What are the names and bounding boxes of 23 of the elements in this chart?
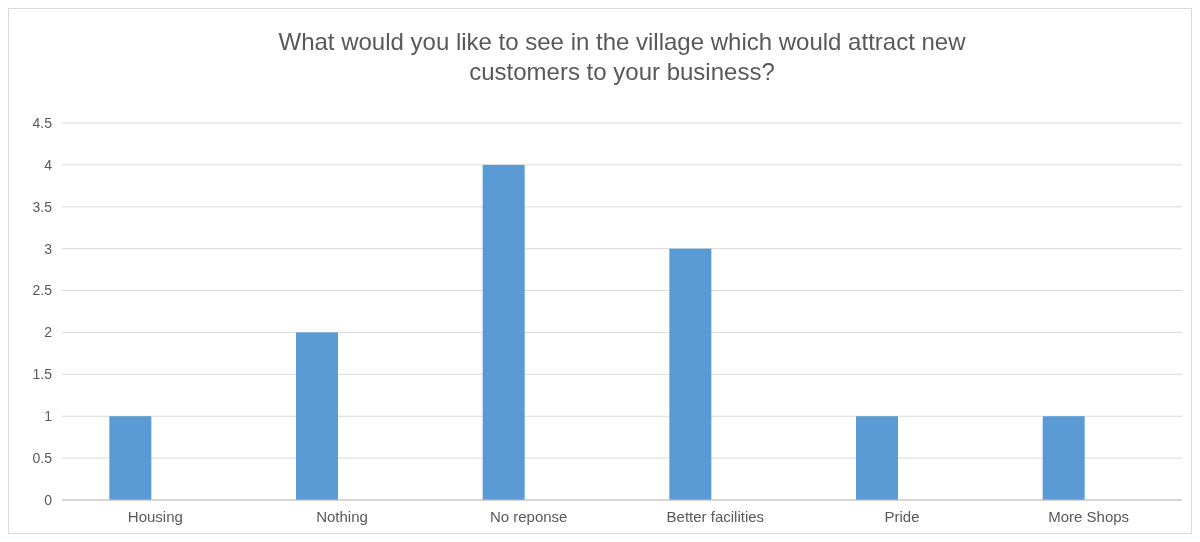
bar xyxy=(109,416,152,500)
y-tick-label: 2 xyxy=(44,324,53,341)
chart-title: What would you like to see in the village which would attract new customers to your business? xyxy=(278,28,967,85)
bar xyxy=(856,416,898,500)
x-tick-label: More Shops xyxy=(1048,508,1130,525)
bar xyxy=(482,164,525,500)
y-tick-label: 3.5 xyxy=(32,198,53,215)
y-tick-label: 4 xyxy=(44,156,53,173)
y-tick-label: 2.5 xyxy=(32,282,53,299)
x-tick-label: Better facilities xyxy=(666,508,765,525)
y-tick-label: 0.5 xyxy=(32,450,53,467)
y-tick-label: 1.5 xyxy=(32,366,53,383)
y-tick-label: 3 xyxy=(44,240,53,257)
y-tick-label: 1 xyxy=(44,408,53,425)
x-tick-label: Housing xyxy=(127,508,183,525)
x-tick-label: No reponse xyxy=(489,508,568,525)
bar xyxy=(296,332,338,500)
x-tick-label: Nothing xyxy=(316,508,368,525)
bar xyxy=(669,248,712,500)
y-tick-label: 4.5 xyxy=(32,114,53,131)
y-tick-label: 0 xyxy=(44,491,53,508)
bar xyxy=(1042,416,1085,500)
x-tick-label: Pride xyxy=(884,508,920,525)
